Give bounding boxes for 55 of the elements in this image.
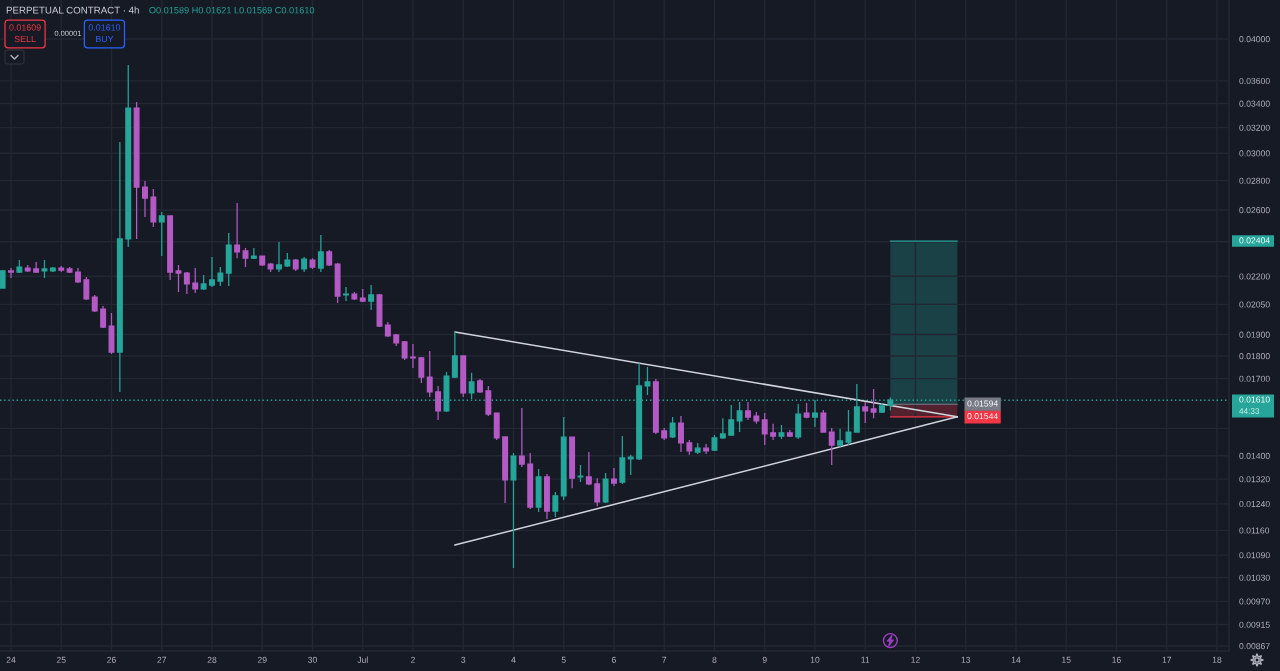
y-tick-label: 0.04000	[1239, 36, 1270, 43]
y-tick-label: 0.00867	[1239, 643, 1270, 650]
y-tick-label: 0.03200	[1239, 124, 1270, 131]
y-tick-label: 0.01030	[1239, 574, 1270, 581]
x-tick-label: 11	[861, 656, 870, 663]
x-tick-label: 2	[411, 656, 415, 663]
text: PERPETUAL CONTRACT · 4h	[6, 6, 139, 14]
x-tick-label: 24	[6, 656, 16, 663]
y-tick-label: 0.01160	[1239, 527, 1270, 534]
annotation: 0.01610 BUY	[88, 24, 121, 43]
y-tick-label: 0.02404	[1239, 237, 1270, 244]
y-tick-label: 0.03600	[1239, 77, 1270, 85]
y-tick-label: 0.03400	[1239, 100, 1270, 107]
x-tick-label: 18	[1212, 656, 1222, 663]
text: 44:33	[1239, 408, 1260, 414]
y-tick-label: 0.01610	[1239, 396, 1270, 403]
x-tick-label: 13	[961, 656, 971, 663]
x-tick-label: 7	[662, 656, 667, 663]
text: O0.01589 H0.01621 L0.01569 C0.01610	[149, 6, 315, 14]
x-tick-label: 10	[810, 656, 820, 663]
x-tick-label: 8	[712, 656, 717, 663]
x-tick-label: 9	[762, 656, 767, 663]
y-tick-label: 0.01900	[1239, 331, 1270, 338]
x-tick-label: 6	[612, 656, 616, 663]
x-tick-label: 4	[511, 656, 516, 663]
y-tick-label: 0.01700	[1239, 375, 1270, 382]
annotation: 0.01609 SELL	[9, 24, 41, 43]
y-tick-label: 0.00915	[1239, 621, 1270, 628]
x-tick-label: 14	[1011, 656, 1021, 663]
y-tick-label: 0.02050	[1239, 301, 1270, 308]
y-tick-label: 0.01090	[1239, 552, 1270, 559]
x-tick-label: 28	[207, 656, 217, 663]
y-tick-label: 0.01240	[1239, 501, 1270, 508]
y-tick-label: 0.03000	[1239, 150, 1270, 157]
x-tick-label: 5	[561, 656, 566, 663]
data-label: 0.01594	[967, 400, 998, 407]
x-tick-label: 30	[308, 656, 317, 663]
y-tick-label: 0.02600	[1239, 207, 1270, 214]
x-tick-label: 25	[56, 656, 66, 663]
data-label: 0.01544	[967, 413, 998, 420]
x-tick-label: 29	[257, 656, 267, 663]
x-tick-label: 16	[1112, 656, 1121, 663]
y-tick-label: 0.01400	[1239, 452, 1270, 459]
y-tick-label: 0.02800	[1239, 177, 1270, 184]
y-tick-label: 0.02200	[1239, 273, 1270, 280]
y-tick-label: 0.01800	[1239, 353, 1270, 360]
x-tick-label: 12	[911, 656, 920, 663]
x-tick-label: 26	[107, 656, 116, 663]
y-tick-label: 0.00970	[1239, 598, 1270, 605]
x-tick-label: 15	[1062, 656, 1071, 663]
x-tick-label: 17	[1162, 656, 1172, 663]
x-tick-label: 3	[461, 656, 466, 663]
y-tick-label: 0.01320	[1239, 476, 1270, 483]
x-tick-label: Jul	[357, 656, 368, 663]
x-tick-label: 27	[157, 656, 167, 663]
